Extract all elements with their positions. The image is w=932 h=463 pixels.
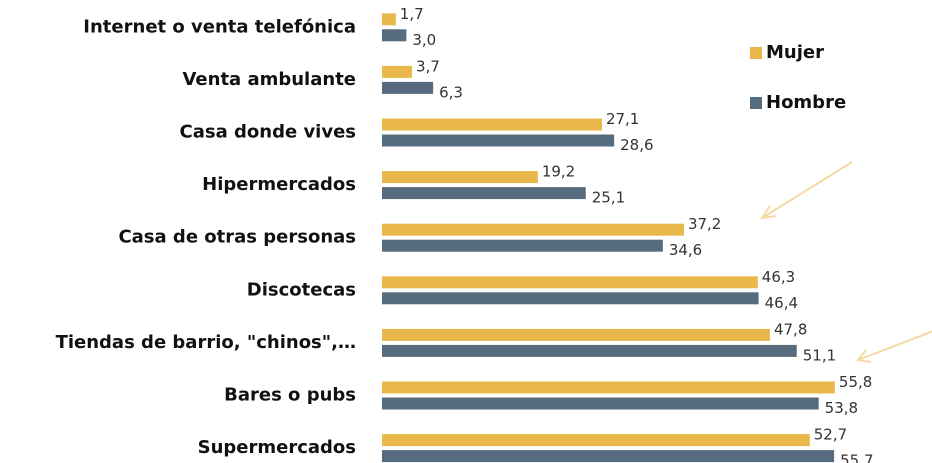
bar: [382, 450, 835, 463]
value-label: 55,8: [839, 373, 872, 391]
value-label: 51,1: [803, 346, 836, 364]
arrow: [857, 330, 932, 361]
category-label: Discotecas: [247, 279, 356, 300]
value-label: 55,7: [840, 452, 873, 463]
value-label: 19,2: [542, 163, 575, 181]
value-label: 37,2: [688, 215, 721, 233]
category-label: Internet o venta telefónica: [83, 16, 356, 37]
legend-swatch: [750, 97, 762, 109]
bar: [382, 381, 835, 394]
arrow-head: [759, 205, 777, 220]
arrow: [761, 161, 853, 219]
bar: [382, 328, 770, 341]
value-label: 27,1: [606, 110, 639, 128]
bar: [382, 239, 663, 252]
bar: [382, 397, 819, 410]
bar: [382, 29, 407, 42]
category-label: Bares o pubs: [224, 385, 356, 406]
category-label: Tiendas de barrio, "chinos",…: [56, 332, 356, 353]
bar: [382, 118, 602, 131]
bar: [382, 223, 684, 236]
category-label: Hipermercados: [202, 174, 356, 195]
value-label: 3,7: [416, 57, 440, 75]
value-label: 34,6: [669, 241, 702, 259]
legend-swatch: [750, 47, 762, 59]
value-label: 53,8: [825, 399, 858, 417]
arrow-head: [856, 349, 872, 363]
bar: [382, 187, 586, 200]
bar: [382, 171, 538, 184]
bar: [382, 134, 615, 147]
value-label: 3,0: [412, 31, 436, 49]
value-label: 46,3: [762, 268, 795, 286]
legend-label: Mujer: [766, 42, 824, 63]
bar: [382, 65, 413, 78]
bar: [382, 276, 758, 289]
bar: [382, 292, 759, 305]
bar: [382, 81, 434, 94]
category-label: Venta ambulante: [182, 69, 356, 90]
value-label: 47,8: [774, 320, 807, 338]
bar: [382, 13, 396, 26]
value-label: 46,4: [765, 294, 798, 312]
value-label: 52,7: [814, 426, 847, 444]
legend-label: Hombre: [766, 92, 846, 113]
value-label: 28,6: [620, 136, 653, 154]
category-label: Casa de otras personas: [118, 227, 356, 248]
category-label: Casa donde vives: [180, 122, 356, 143]
value-label: 25,1: [592, 189, 625, 207]
bar: [382, 434, 810, 447]
value-label: 1,7: [400, 5, 424, 23]
bar: [382, 344, 797, 357]
arrows: [759, 161, 932, 363]
value-label: 6,3: [439, 83, 463, 101]
category-label: Supermercados: [198, 437, 356, 458]
